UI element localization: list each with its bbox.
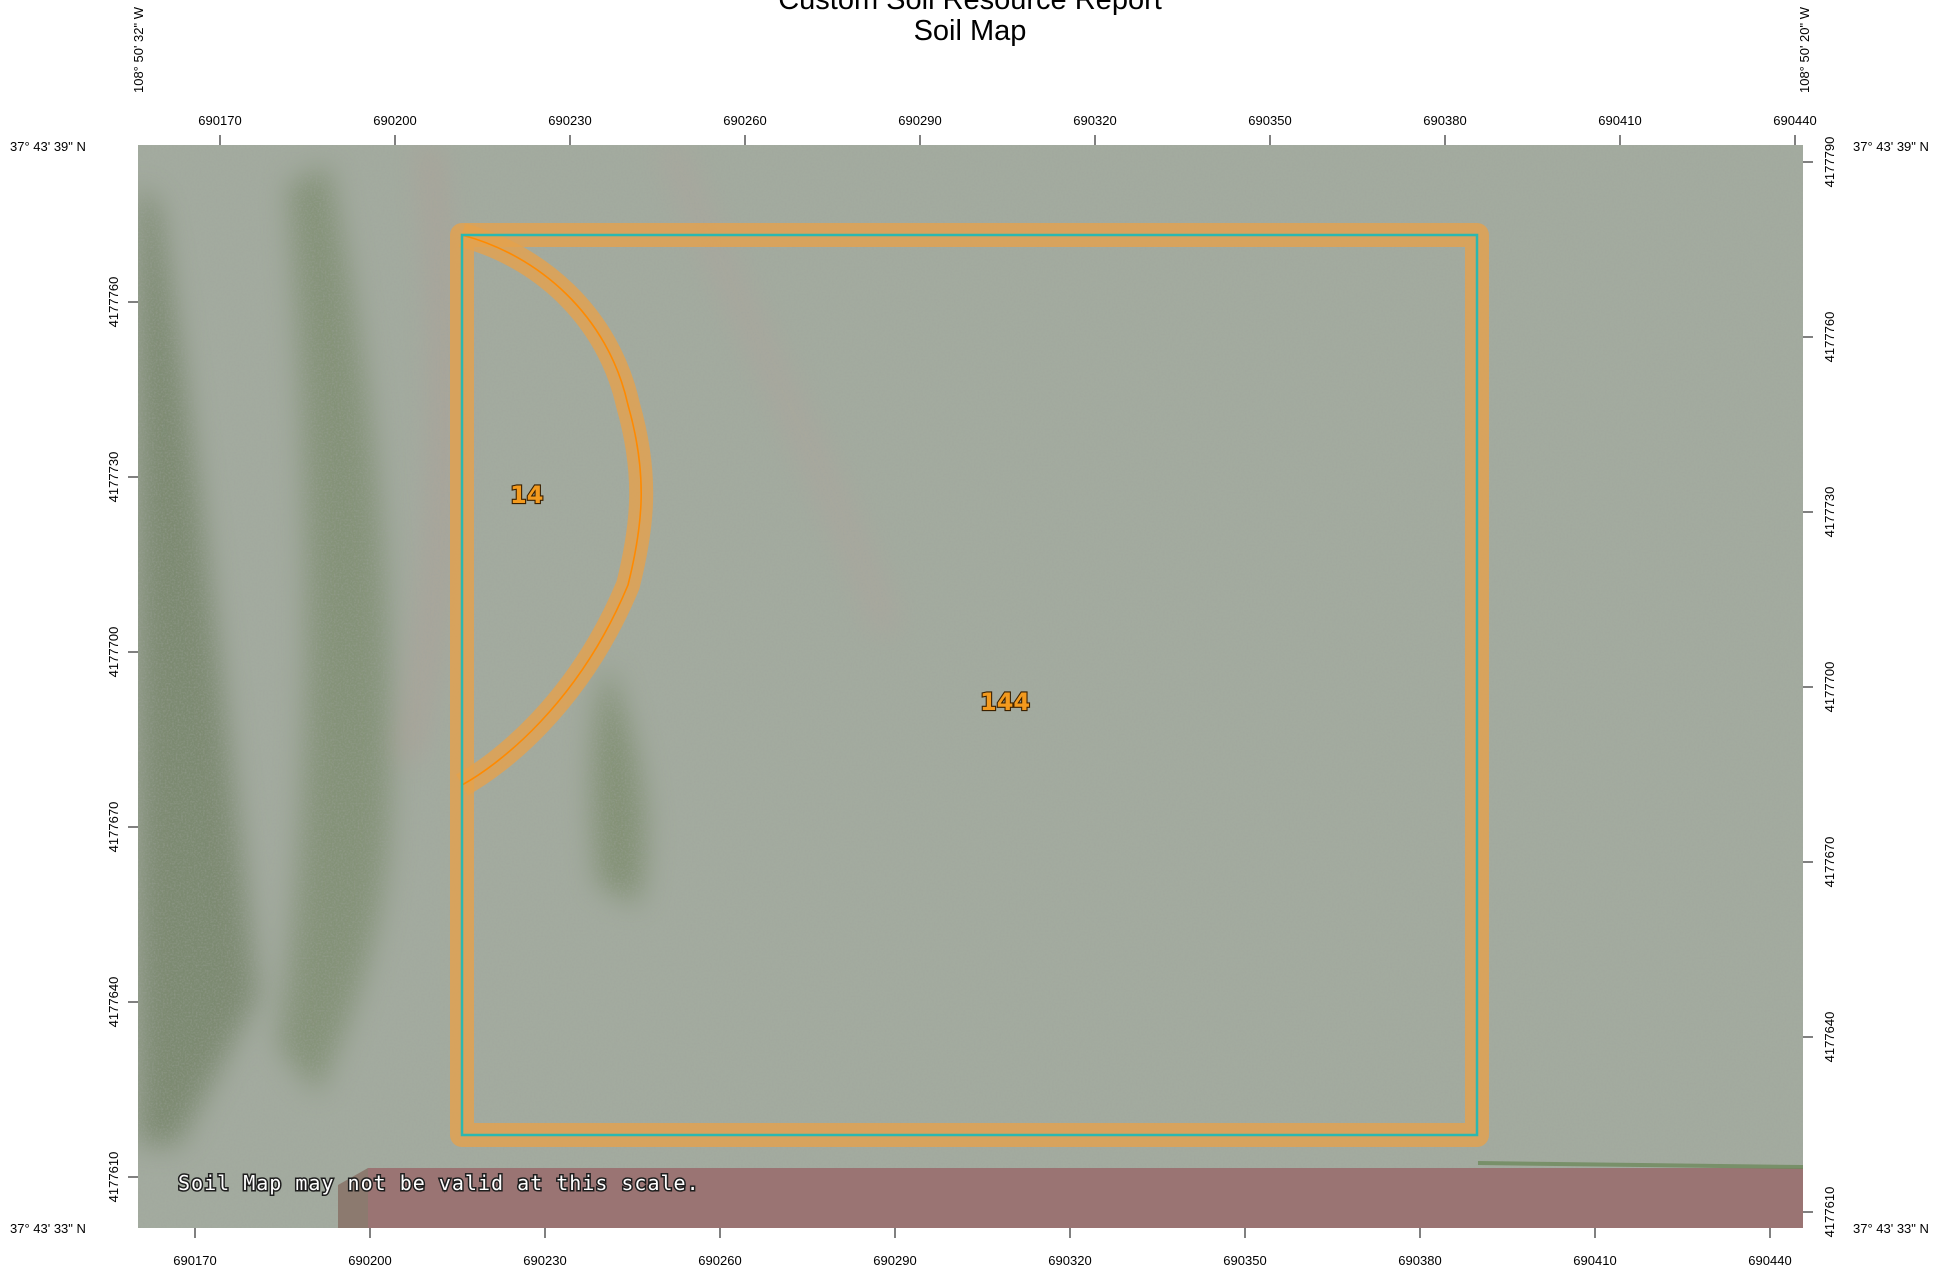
soil-map[interactable]: 14 144 Soil Map may not be valid at this… — [138, 145, 1803, 1228]
latitude-south-left-label: 37° 43' 33" N — [10, 1221, 86, 1236]
aoi-boundary — [460, 233, 1479, 1137]
easting-top-label: 690380 — [1423, 113, 1467, 128]
map-unit-label: 14 — [510, 481, 543, 509]
latitude-south-right-label: 37° 43' 33" N — [1853, 1221, 1929, 1236]
agricultural-field — [368, 1168, 1803, 1228]
easting-top-label: 690290 — [898, 113, 942, 128]
latitude-north-left-label: 37° 43' 39" N — [10, 139, 86, 154]
easting-top-label: 690410 — [1598, 113, 1642, 128]
easting-top-label: 690440 — [1773, 113, 1817, 128]
easting-top-label: 690260 — [723, 113, 767, 128]
soil-boundary-line — [461, 234, 642, 786]
field-edge — [338, 1168, 368, 1228]
scale-warning: Soil Map may not be valid at this scale. — [178, 1171, 700, 1195]
latitude-north-right-label: 37° 43' 39" N — [1853, 139, 1929, 154]
map-title: Soil Map — [913, 15, 1027, 47]
map-unit-label: 144 — [980, 688, 1030, 716]
soil-map-canvas: 14 144 Soil Map may not be valid at this… — [138, 145, 1803, 1228]
imagery-texture — [138, 145, 1803, 1228]
easting-top-label: 690170 — [198, 113, 242, 128]
easting-top-label: 690320 — [1073, 113, 1117, 128]
easting-top-label: 690200 — [373, 113, 417, 128]
green-strip — [1477, 1161, 1803, 1169]
report-title: Custom Soil Resource Report — [778, 0, 1162, 16]
easting-top-label: 690350 — [1248, 113, 1292, 128]
easting-top-label: 690230 — [548, 113, 592, 128]
